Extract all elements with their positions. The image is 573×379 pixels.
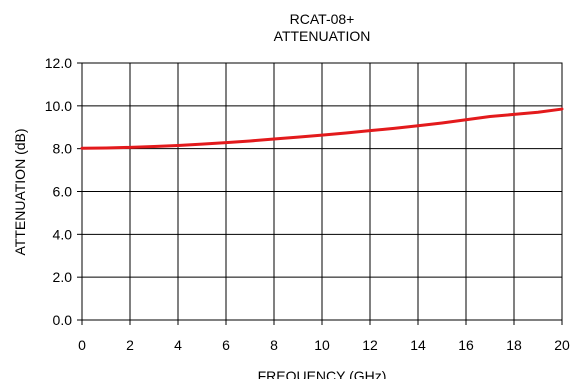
y-tick-label: 12.0	[45, 55, 72, 71]
chart-title: RCAT-08+	[289, 11, 355, 27]
plot-frame	[81, 62, 563, 321]
x-tick-label: 6	[222, 337, 230, 353]
series-group	[80, 107, 564, 150]
y-tick-label: 6.0	[53, 184, 73, 200]
x-tick-label: 18	[506, 337, 522, 353]
grid-lines	[81, 62, 563, 321]
y-tick-labels: 0.0 2.0 4.0 6.0 8.0 10.0 12.0	[45, 55, 82, 328]
y-axis-label: ATTENUATION (dB)	[12, 128, 28, 255]
x-tick-label: 0	[78, 337, 86, 353]
x-tick-labels: 0 2 4 6 8 10 12 14 16 18 20	[78, 320, 570, 353]
x-tick-label: 14	[410, 337, 426, 353]
x-tick-label: 2	[126, 337, 134, 353]
x-tick-label: 8	[270, 337, 278, 353]
y-tick-label: 8.0	[53, 141, 73, 157]
x-tick-label: 16	[458, 337, 474, 353]
x-tick-label: 12	[362, 337, 378, 353]
x-tick-label: 10	[314, 337, 330, 353]
y-tick-label: 4.0	[53, 226, 73, 242]
y-tick-label: 0.0	[53, 312, 73, 328]
attenuation-series-line	[80, 107, 564, 150]
y-tick-label: 10.0	[45, 98, 72, 114]
x-axis-label: FREQUENCY (GHz)	[258, 368, 387, 379]
y-tick-label: 2.0	[53, 269, 73, 285]
chart-subtitle: ATTENUATION	[273, 28, 371, 44]
x-tick-label: 20	[554, 337, 570, 353]
x-tick-label: 4	[174, 337, 182, 353]
